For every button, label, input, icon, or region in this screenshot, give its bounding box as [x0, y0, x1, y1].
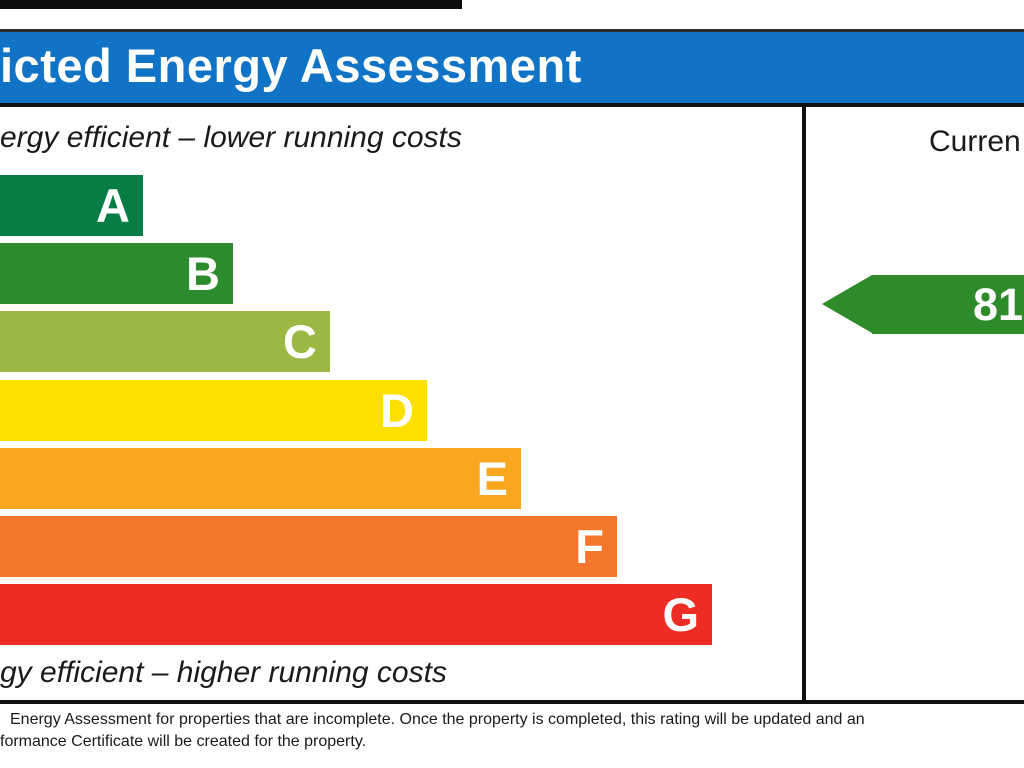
band-b: B	[0, 243, 233, 304]
band-c: C	[0, 311, 330, 372]
footnote-line-2: formance Certificate will be created for…	[0, 733, 367, 750]
band-f: F	[0, 516, 617, 577]
band-c-letter: C	[283, 315, 317, 368]
efficient-higher-costs-label: gy efficient – higher running costs	[0, 656, 447, 689]
arrow-body: 81	[872, 275, 1024, 334]
band-a-letter: A	[96, 179, 130, 232]
arrow-left-point-icon	[822, 275, 872, 333]
band-d-letter: D	[380, 384, 414, 437]
band-b-letter: B	[186, 247, 220, 300]
band-d: D	[0, 380, 427, 441]
page-title: icted Energy Assessment	[0, 39, 582, 92]
band-e-letter: E	[476, 452, 508, 505]
band-g-letter: G	[662, 588, 699, 641]
footnote-line-1: Energy Assessment for properties that ar…	[10, 711, 865, 728]
band-g: G	[0, 584, 712, 645]
efficient-lower-costs-label: ergy efficient – lower running costs	[0, 121, 462, 154]
current-column-heading: Curren	[929, 125, 1021, 158]
header-top-border	[0, 29, 1024, 32]
header-bottom-border	[0, 103, 1024, 107]
current-rating-value: 81	[972, 279, 1023, 330]
column-divider	[802, 103, 806, 703]
chart-bottom-border	[0, 700, 1024, 704]
band-e: E	[0, 448, 521, 509]
band-f-letter: F	[575, 520, 604, 573]
top-letterbox-bar	[0, 0, 462, 9]
band-a: A	[0, 175, 143, 236]
current-rating-arrow: 81	[822, 275, 1024, 334]
title-banner: icted Energy Assessment	[0, 32, 1024, 103]
